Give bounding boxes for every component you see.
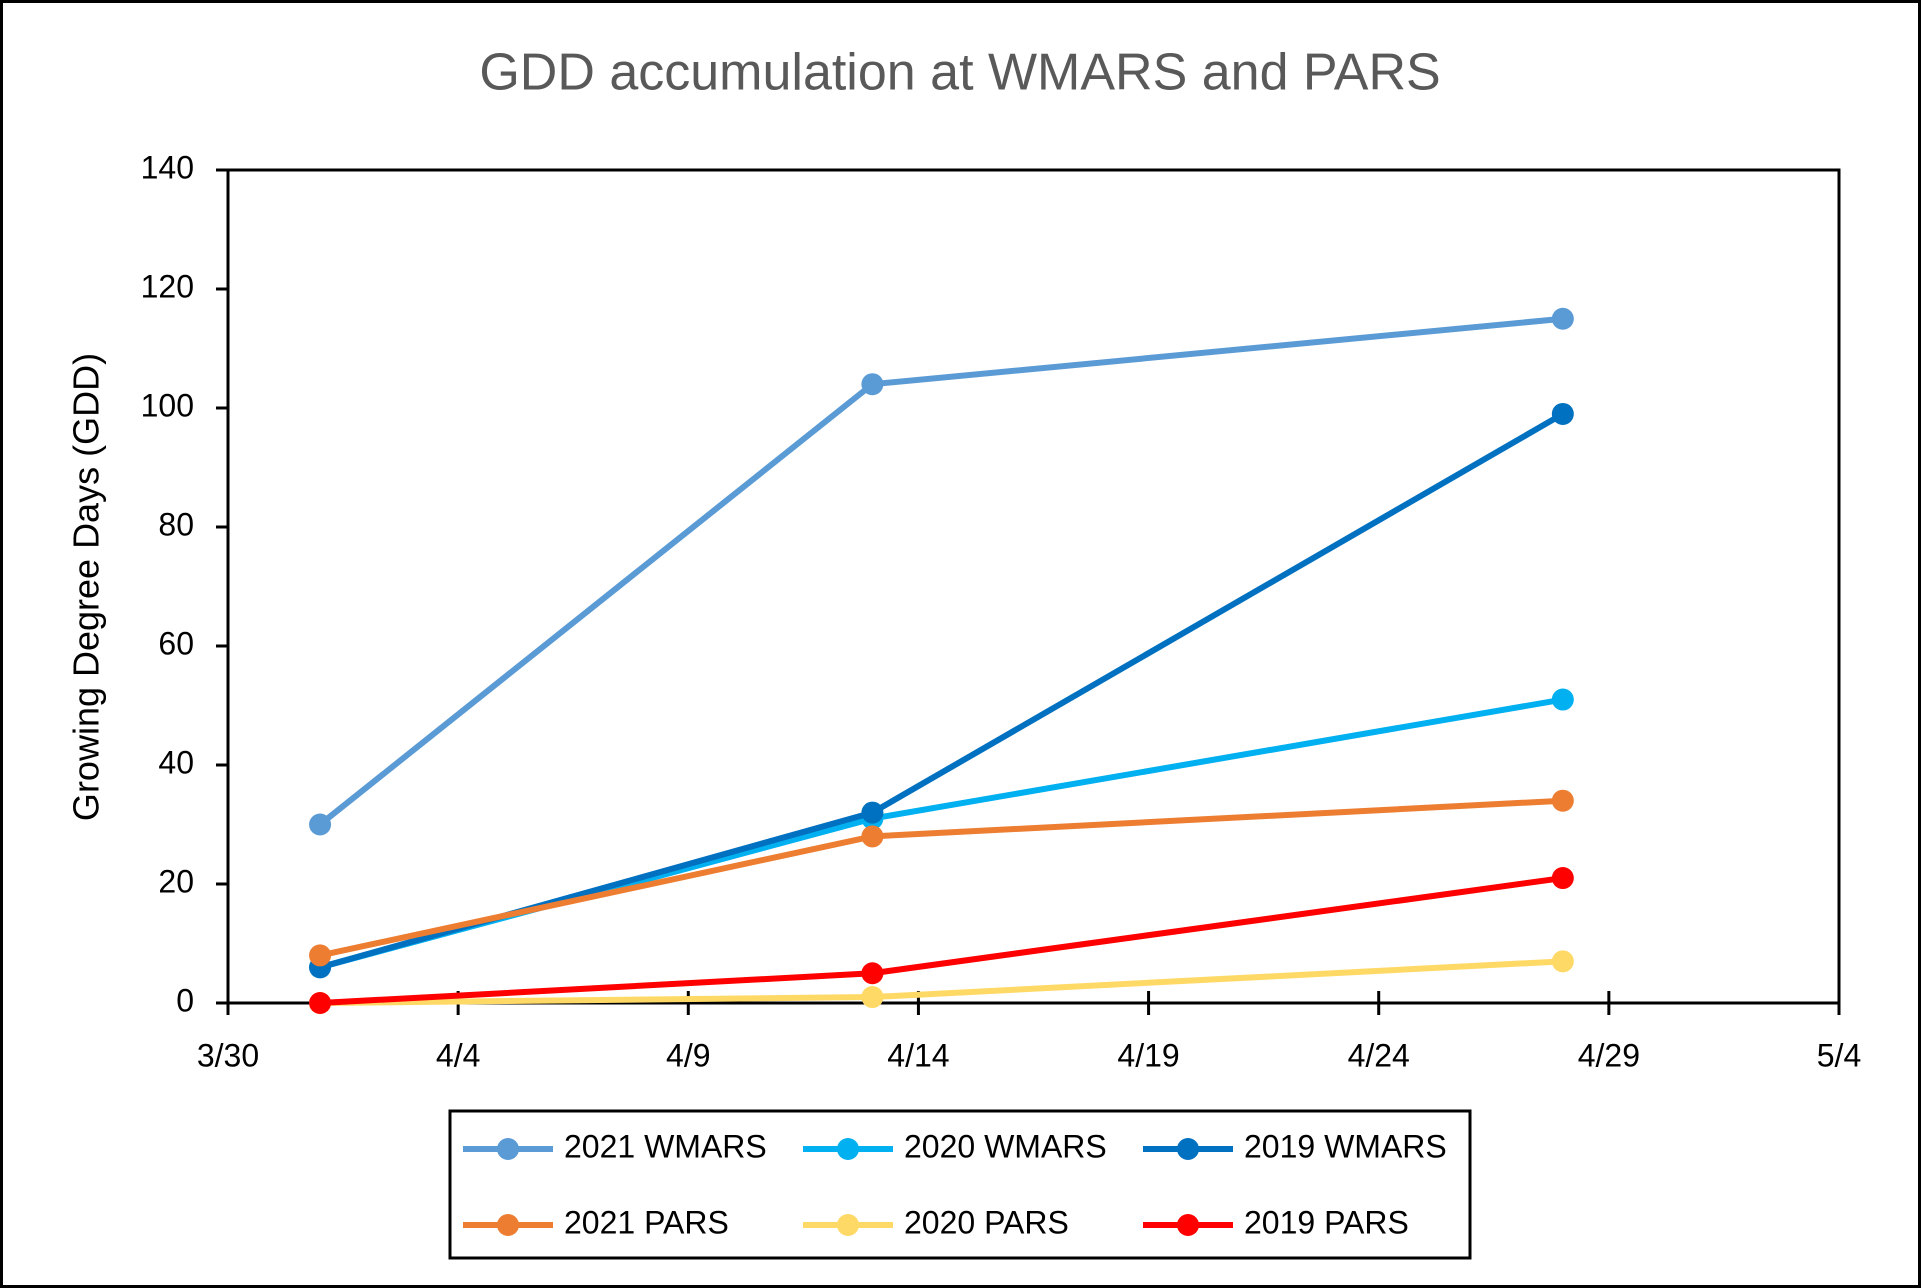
legend-marker [497, 1214, 519, 1236]
y-tick-label: 140 [141, 149, 194, 185]
legend-label: 2020 WMARS [904, 1128, 1107, 1164]
data-point [309, 992, 332, 1014]
x-tick-label: 4/24 [1348, 1037, 1410, 1073]
data-point [861, 986, 884, 1009]
data-point [309, 944, 332, 967]
data-point [861, 801, 884, 824]
data-point [861, 962, 884, 985]
y-tick-label: 40 [158, 744, 194, 780]
data-point [861, 825, 884, 848]
legend-marker [1177, 1214, 1199, 1236]
data-point [1551, 402, 1574, 425]
data-point [1551, 688, 1574, 711]
x-tick-label: 4/19 [1117, 1037, 1179, 1073]
data-point [1551, 867, 1574, 890]
legend-box [448, 1109, 1472, 1260]
legend-marker [837, 1138, 859, 1160]
y-tick-label: 0 [176, 982, 194, 1018]
data-point [1551, 950, 1574, 973]
x-tick-label: 4/29 [1578, 1037, 1640, 1073]
legend-marker [497, 1138, 519, 1160]
data-point [1551, 307, 1574, 330]
y-tick-label: 120 [141, 268, 194, 304]
legend-label: 2019 PARS [1244, 1204, 1409, 1240]
legend-label: 2021 PARS [564, 1204, 729, 1240]
plot-border [226, 168, 1841, 1005]
data-point [1551, 789, 1574, 812]
x-tick-label: 3/30 [197, 1037, 259, 1073]
y-axis-label: Growing Degree Days (GDD) [66, 353, 107, 821]
y-tick-label: 60 [158, 625, 194, 661]
data-point [861, 373, 884, 396]
chart-title: GDD accumulation at WMARS and PARS [479, 44, 1440, 102]
y-tick-label: 20 [158, 863, 194, 899]
legend-marker [837, 1214, 859, 1236]
x-tick-label: 4/9 [666, 1037, 710, 1073]
y-tick-label: 80 [158, 506, 194, 542]
legend-label: 2021 WMARS [564, 1128, 767, 1164]
legend-label: 2020 PARS [904, 1204, 1069, 1240]
legend-label: 2019 WMARS [1244, 1128, 1447, 1164]
x-tick-label: 4/4 [436, 1037, 480, 1073]
data-point [309, 813, 332, 836]
x-tick-label: 5/4 [1817, 1037, 1861, 1073]
y-tick-label: 100 [141, 387, 194, 423]
x-tick-label: 4/14 [887, 1037, 949, 1073]
legend-marker [1177, 1138, 1199, 1160]
